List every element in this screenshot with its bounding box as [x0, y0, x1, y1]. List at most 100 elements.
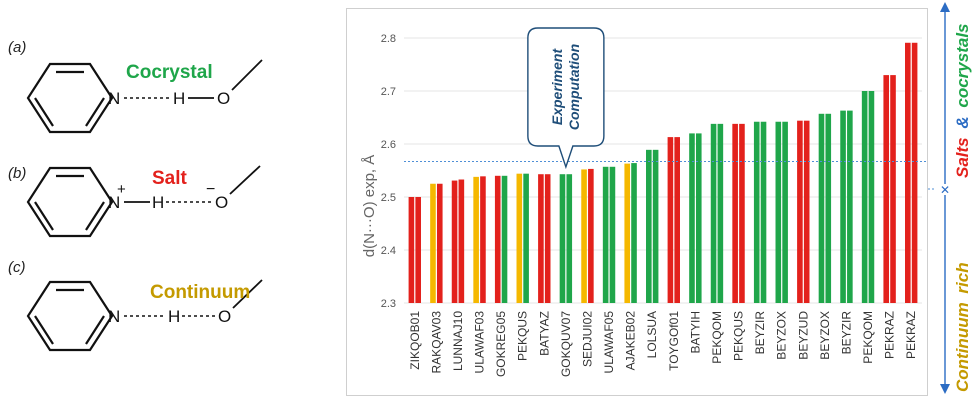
bar-experiment	[710, 123, 717, 303]
region-annotation: ✕ Salts & cocrystals Continuum rich	[928, 2, 972, 394]
chart-frame	[346, 8, 928, 396]
bar-experiment	[861, 91, 868, 303]
x-tick-label: TOYGOf01	[667, 311, 681, 371]
arrow-down-icon	[940, 384, 950, 394]
bar-experiment	[624, 163, 631, 303]
y-tick-label: 2.5	[381, 192, 396, 204]
scheme-tag-c: (c)	[8, 259, 26, 276]
bar-computation	[911, 42, 918, 304]
bar-computation	[782, 121, 788, 304]
x-tick-label: GOKQUV07	[559, 311, 573, 377]
y-tick-label: 2.4	[381, 245, 396, 257]
bar-computation	[480, 176, 486, 303]
bar-experiment	[473, 176, 479, 303]
label-salts-cocrystals: Salts & cocrystals	[953, 23, 972, 178]
atom-n: N	[108, 193, 120, 212]
bar-computation	[674, 137, 680, 303]
bar-experiment	[408, 197, 415, 303]
bar-computation	[652, 149, 659, 303]
bar-experiment	[905, 42, 911, 304]
bar-experiment	[602, 166, 609, 303]
atom-o: O	[217, 89, 230, 108]
x-tick-label: PEKQUS	[516, 311, 530, 361]
bar-computation	[717, 123, 724, 303]
bar-computation	[588, 168, 594, 303]
bar-computation	[695, 133, 702, 303]
callout-bubble: Experiment Computation	[527, 27, 605, 170]
scheme-tag-b: (b)	[8, 165, 26, 182]
bar-computation	[609, 166, 616, 303]
x-tick-label: ULAWAF05	[602, 311, 616, 374]
x-tick-label: LOLSUA	[645, 311, 659, 358]
x-tick-label: AJAKEB02	[624, 311, 638, 371]
x-tick-label: BATYAZ	[537, 311, 551, 356]
bar-experiment	[581, 169, 587, 303]
y-tick-label: 2.3	[381, 298, 396, 310]
bar-experiment	[538, 174, 544, 303]
gridlines	[404, 37, 922, 304]
atom-o: O	[215, 193, 228, 212]
arrow-up-icon	[940, 2, 950, 12]
bar-experiment	[732, 123, 738, 303]
bar-computation	[458, 179, 465, 303]
atom-n: N	[108, 89, 120, 108]
bar-computation	[803, 120, 810, 304]
x-tick-label: PEKQUS	[732, 311, 746, 361]
callout-line-experiment: Experiment	[549, 48, 565, 126]
scheme-label-cocrystal: Cocrystal	[126, 62, 213, 83]
scheme-cocrystal: (a) N H O Cocrystal	[8, 39, 263, 134]
bar-computation	[825, 113, 832, 303]
pyridine-ring-icon	[26, 280, 114, 352]
interaction-schemes: (a) N H O Cocrystal (b) N + H O − Salt	[8, 39, 263, 352]
bar-computation	[890, 75, 896, 303]
atom-h: H	[173, 89, 185, 108]
scheme-label-continuum: Continuum	[150, 282, 250, 303]
atom-h: H	[168, 307, 180, 326]
x-tick-label: BEYZOX	[818, 311, 832, 360]
label-amp: &	[953, 116, 972, 128]
bar-computation	[868, 91, 875, 303]
bar-computation	[739, 123, 745, 303]
bar-experiment	[689, 133, 695, 303]
x-tick-label: RAKQAV03	[429, 311, 443, 374]
bar-experiment	[840, 110, 846, 303]
bond-o-r	[232, 279, 263, 309]
scheme-label-salt: Salt	[152, 168, 188, 189]
bond-o-r	[231, 59, 263, 91]
bar-experiment	[775, 121, 782, 304]
x-tick-label: PEKRAZ	[904, 311, 918, 359]
bar-computation	[544, 174, 551, 303]
atom-n: N	[108, 307, 120, 326]
label-continuum: Continuum	[953, 302, 972, 392]
y-tick-label: 2.8	[381, 33, 396, 45]
bar-computation	[501, 175, 508, 303]
bond-o-r	[229, 165, 261, 195]
y-tick-label: 2.6	[381, 139, 396, 151]
callout-shape	[527, 27, 605, 170]
x-tick-label: PEKQOM	[710, 311, 724, 364]
charge-plus: +	[117, 181, 126, 198]
bar-computation	[847, 110, 853, 303]
y-tick-label: 2.7	[381, 86, 396, 98]
x-tick-label: PEKRAZ	[883, 311, 897, 359]
scheme-continuum: (c) N H O Continuum	[8, 259, 263, 352]
bar-experiment	[818, 113, 825, 303]
bar-computation	[631, 163, 637, 303]
scheme-salt: (b) N + H O − Salt	[8, 165, 261, 238]
x-tick-label: LUNNAJ10	[451, 311, 465, 371]
bond-distance-chart: 2.3 2.4 2.5 2.6 2.7 2.8 d(N···O) exp, Å Exper…	[361, 27, 928, 377]
bar-experiment	[516, 173, 523, 303]
x-tick-label: BEYZIR	[839, 311, 853, 355]
bar-experiment	[451, 180, 458, 303]
scheme-tag-a: (a)	[8, 39, 26, 56]
y-axis-ticks: 2.3 2.4 2.5 2.6 2.7 2.8	[381, 33, 396, 310]
charge-minus: −	[206, 181, 215, 198]
bar-experiment	[753, 121, 760, 304]
cross-icon: ✕	[940, 183, 950, 197]
label-cocrystals: cocrystals	[953, 23, 972, 107]
label-salts: Salts	[953, 137, 972, 178]
bar-experiment	[667, 137, 674, 303]
atom-h: H	[152, 193, 164, 212]
bar-experiment	[430, 183, 436, 303]
pyridine-ring-icon	[26, 62, 114, 134]
